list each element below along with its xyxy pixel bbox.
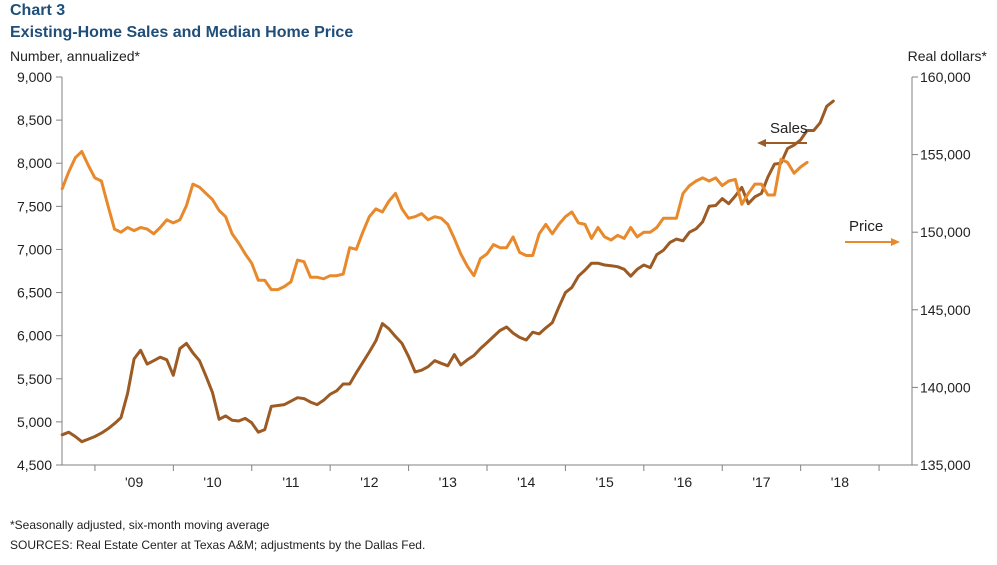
left-tick-label: 7,000 <box>17 241 52 257</box>
right-tick-label: 140,000 <box>920 379 971 395</box>
left-tick-label: 8,000 <box>17 155 52 171</box>
left-tick-label: 5,000 <box>17 414 52 430</box>
left-tick-label: 6,500 <box>17 285 52 301</box>
left-tick-label: 8,500 <box>17 112 52 128</box>
left-tick-label: 5,500 <box>17 371 52 387</box>
x-tick-label: '11 <box>282 474 299 490</box>
price-arrow-head <box>891 238 900 246</box>
price-series-line <box>60 150 809 292</box>
right-tick-label: 145,000 <box>920 302 971 318</box>
right-tick-label: 150,000 <box>920 224 971 240</box>
footnote: *Seasonally adjusted, six-month moving a… <box>10 518 270 532</box>
x-tick-label: '18 <box>831 474 849 490</box>
left-tick-label: 7,500 <box>17 198 52 214</box>
x-tick-label: '10 <box>203 474 221 490</box>
right-tick-label: 155,000 <box>920 147 971 163</box>
sales-arrow-head <box>757 139 766 147</box>
left-tick-label: 6,000 <box>17 328 52 344</box>
x-tick-label: '12 <box>360 474 378 490</box>
x-tick-label: '14 <box>517 474 535 490</box>
right-axis-label: Real dollars* <box>907 48 987 64</box>
sales-series-line <box>60 99 835 444</box>
price-annotation: Price <box>849 218 883 235</box>
left-tick-label: 9,000 <box>17 69 52 85</box>
sales-annotation: Sales <box>770 120 808 137</box>
x-tick-label: '17 <box>752 474 770 490</box>
x-tick-label: '13 <box>439 474 457 490</box>
left-axis-label: Number, annualized* <box>10 48 140 64</box>
right-tick-label: 135,000 <box>920 457 971 473</box>
right-tick-label: 160,000 <box>920 69 971 85</box>
left-tick-label: 4,500 <box>17 457 52 473</box>
chart-title: Existing-Home Sales and Median Home Pric… <box>10 24 354 41</box>
x-tick-label: '09 <box>125 474 143 490</box>
chart-number: Chart 3 <box>10 2 66 19</box>
sources-note: SOURCES: Real Estate Center at Texas A&M… <box>10 538 426 552</box>
x-tick-label: '16 <box>674 474 692 490</box>
x-tick-label: '15 <box>595 474 613 490</box>
